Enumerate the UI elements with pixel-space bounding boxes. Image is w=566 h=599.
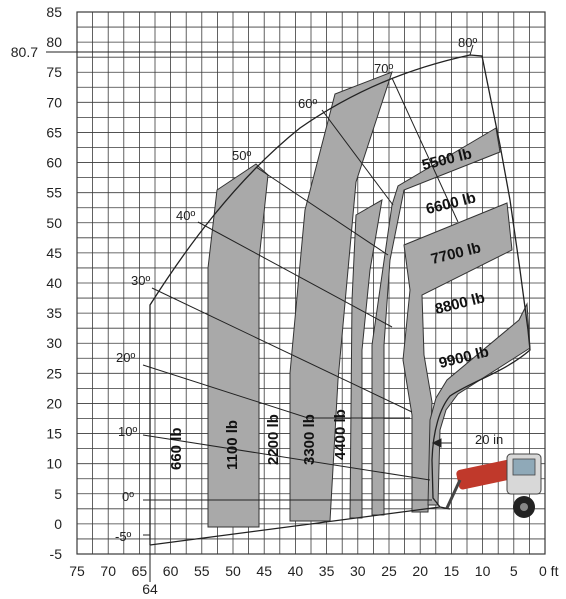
- angle-label: 70º: [374, 61, 393, 76]
- x-tick-label: 10: [475, 563, 491, 579]
- x-tick-label: 20: [412, 563, 428, 579]
- angle-label: 80º: [458, 35, 477, 50]
- y-tick-label: 55: [46, 185, 62, 201]
- zone-capacity-label: 3300 lb: [301, 414, 318, 465]
- zone-3300-shade: [289, 71, 393, 522]
- reference-lines: [46, 51, 470, 582]
- angle-label: 10º: [118, 424, 137, 439]
- y-tick-label: 85: [46, 4, 62, 20]
- x-tick-label: 25: [381, 563, 397, 579]
- zone-1100-shade: [207, 163, 269, 528]
- y-tick-label: 0: [54, 516, 62, 532]
- angle-ray: [321, 109, 394, 206]
- max-reach-label: 64: [142, 581, 158, 597]
- x-tick-label: 15: [444, 563, 460, 579]
- angle-ray: [469, 44, 474, 56]
- y-tick-label: 35: [46, 305, 62, 321]
- shaded-zones: [207, 71, 531, 528]
- angle-label: 40º: [176, 208, 195, 223]
- y-tick-label: 50: [46, 215, 62, 231]
- x-tick-label: 60: [163, 563, 179, 579]
- y-tick-label: 70: [46, 94, 62, 110]
- angle-ray: [197, 221, 393, 328]
- x-tick-label: 45: [256, 563, 272, 579]
- angle-label: -5º: [115, 529, 132, 544]
- angle-ray: [391, 77, 459, 223]
- max-height-label: 80.7: [11, 44, 38, 60]
- x-tick-label: 50: [225, 563, 241, 579]
- offset-arrow-head: [431, 438, 442, 448]
- x-tick-label: 30: [350, 563, 366, 579]
- y-tick-label: 45: [46, 245, 62, 261]
- y-tick-label: 65: [46, 124, 62, 140]
- x-tick-label: 35: [319, 563, 335, 579]
- zone-capacity-label: 8800 lb: [433, 289, 486, 318]
- y-tick-label: 40: [46, 275, 62, 291]
- x-tick-label: 0 ft: [539, 563, 559, 579]
- x-tick-label: 75: [69, 563, 85, 579]
- axes-labels: 75 70 65 60 55 50 45 40 35 30 25 20 15 10 5 0 ft8580757…: [11, 4, 559, 597]
- outer-envelope: [149, 54, 531, 545]
- zone-capacity-label: 660 lb: [168, 427, 185, 470]
- y-tick-label: 80: [46, 34, 62, 50]
- zone-capacity-label: 6600 lb: [424, 189, 477, 218]
- envelope: [149, 54, 531, 546]
- y-tick-label: 75: [46, 64, 62, 80]
- angle-label: 60º: [298, 96, 317, 111]
- y-tick-label: 60: [46, 155, 62, 171]
- x-tick-label: 65: [132, 563, 148, 579]
- angle-label: 0º: [122, 489, 134, 504]
- y-tick-label: -5: [50, 546, 63, 562]
- angle-labels: 80º 70º 60º 50º 40º 30º 20º 10º 0º -5º: [115, 35, 477, 544]
- y-tick-label: 5: [54, 486, 62, 502]
- zone-4400-edge-shade: [349, 199, 383, 519]
- y-tick-label: 30: [46, 335, 62, 351]
- zone-capacity-label: 4400 lb: [332, 409, 349, 460]
- x-tick-label: 70: [100, 563, 116, 579]
- boom-bottom-line: [149, 506, 441, 546]
- angle-label: 50º: [232, 148, 251, 163]
- x-tick-label: 40: [288, 563, 304, 579]
- telehandler-icon: [445, 453, 542, 518]
- y-tick-label: 15: [46, 426, 62, 442]
- angle-ray: [151, 287, 413, 413]
- zone-capacity-label: 1100 lb: [224, 420, 241, 470]
- y-tick-label: 25: [46, 365, 62, 381]
- y-tick-label: 10: [46, 456, 62, 472]
- x-tick-label: 55: [194, 563, 210, 579]
- angle-label: 30º: [131, 273, 150, 288]
- angle-ray: [142, 364, 410, 419]
- x-tick-label: 5: [510, 563, 518, 579]
- angle-ray: [142, 434, 431, 481]
- y-tick-label: 20: [46, 395, 62, 411]
- offset-label: 20 in: [475, 432, 503, 447]
- angle-ray: [255, 166, 389, 256]
- angle-rays: [142, 44, 474, 536]
- angle-label: 20º: [116, 350, 135, 365]
- zone-5500-shade: [371, 127, 501, 516]
- zone-capacity-label: 2200 lb: [265, 414, 282, 465]
